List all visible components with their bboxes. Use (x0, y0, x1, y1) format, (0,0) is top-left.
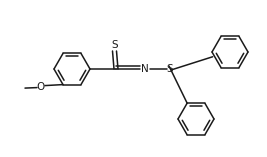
Text: N: N (141, 64, 149, 74)
Text: O: O (37, 82, 45, 92)
Text: S: S (111, 40, 118, 50)
Text: S: S (167, 64, 173, 74)
